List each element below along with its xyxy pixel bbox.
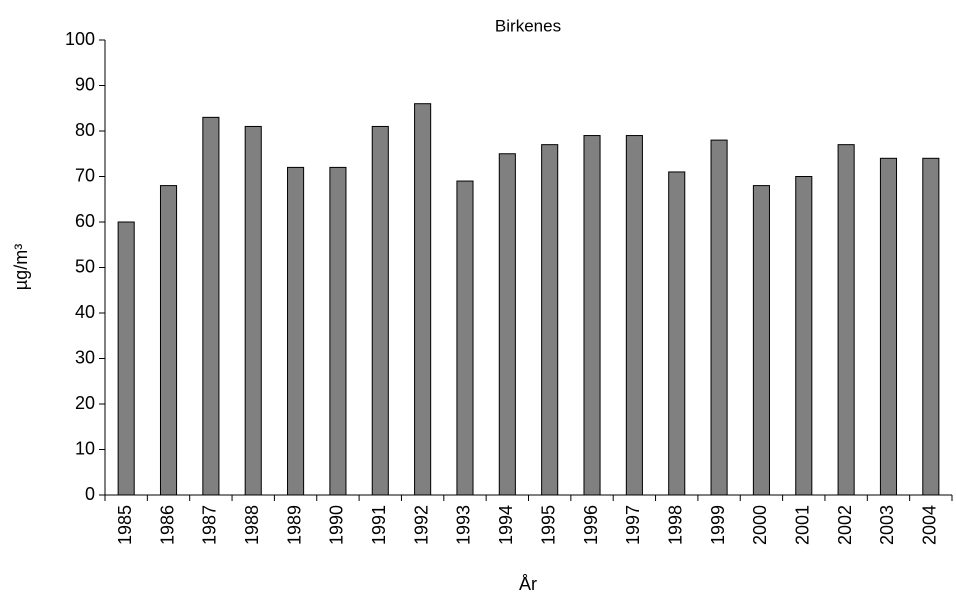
bar	[625, 135, 643, 496]
bar	[456, 180, 474, 496]
y-tick-label: 20	[75, 393, 95, 413]
bar	[117, 221, 135, 496]
x-tick-label: 1997	[623, 505, 643, 545]
x-tick-label: 1995	[538, 505, 558, 545]
x-tick-label: 2003	[877, 505, 897, 545]
bar	[244, 125, 262, 496]
x-tick-label: 1998	[665, 505, 685, 545]
x-tick-label: 1990	[327, 505, 347, 545]
x-tick-label: 2001	[793, 505, 813, 545]
bar	[541, 144, 559, 496]
y-tick-label: 70	[75, 165, 95, 185]
bar	[879, 157, 898, 496]
y-axis-label: µg/m³	[11, 244, 31, 290]
x-tick-label: 1996	[581, 505, 601, 545]
bar	[329, 166, 347, 496]
x-tick-label: 1993	[454, 505, 474, 545]
bar	[583, 135, 601, 496]
y-tick-label: 30	[75, 347, 95, 367]
bar	[371, 125, 389, 496]
x-tick-label: 2002	[835, 505, 855, 545]
bar	[498, 153, 516, 496]
x-tick-label: 1986	[157, 505, 177, 545]
y-tick-label: 100	[65, 29, 95, 49]
y-tick-label: 60	[75, 211, 95, 231]
y-tick-label: 50	[75, 256, 95, 276]
bar	[668, 171, 686, 496]
x-tick-label: 1989	[284, 505, 304, 545]
x-tick-label: 1999	[708, 505, 728, 545]
x-tick-label: 1994	[496, 505, 516, 545]
x-tick-label: 2000	[750, 505, 770, 545]
bar	[414, 103, 432, 496]
x-tick-label: 1991	[369, 505, 389, 545]
bar	[922, 157, 940, 496]
x-axis-label: År	[519, 574, 537, 594]
bar	[287, 166, 305, 496]
bar	[710, 139, 728, 496]
bar	[795, 176, 813, 496]
bar	[159, 185, 178, 496]
y-tick-label: 90	[75, 74, 95, 94]
x-tick-label: 1985	[115, 505, 135, 545]
y-tick-label: 40	[75, 302, 95, 322]
x-tick-label: 1988	[242, 505, 262, 545]
x-tick-label: 1987	[200, 505, 220, 545]
x-tick-label: 2004	[920, 505, 940, 545]
y-tick-label: 0	[85, 484, 95, 504]
x-tick-label: 1992	[411, 505, 431, 545]
bar	[202, 116, 220, 496]
y-tick-label: 80	[75, 120, 95, 140]
y-tick-label: 10	[75, 438, 95, 458]
chart-title: Birkenes	[495, 16, 561, 35]
bar	[752, 185, 770, 496]
bar	[837, 144, 855, 496]
